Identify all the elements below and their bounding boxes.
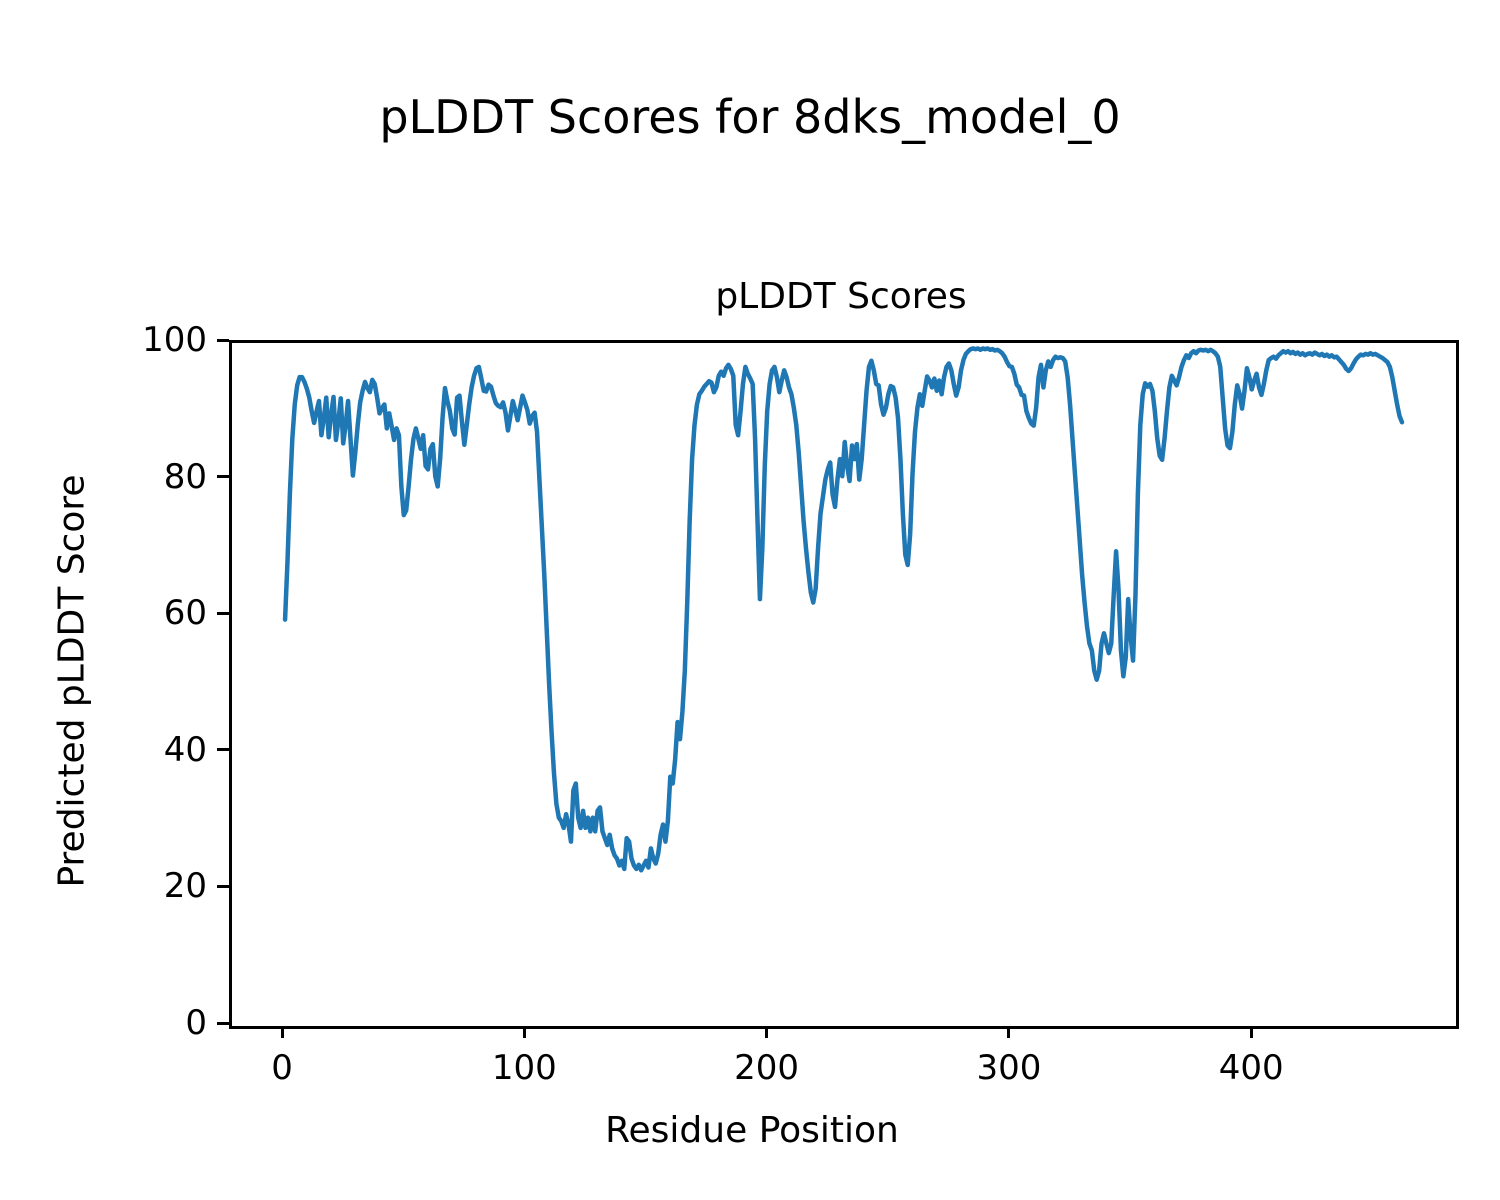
x-tick-mark <box>1007 1026 1011 1038</box>
x-tick-label: 0 <box>271 1048 293 1088</box>
y-tick-mark <box>217 475 229 479</box>
plddt-line-chart <box>282 346 1405 873</box>
figure-title: pLDDT Scores for 8dks_model_0 <box>379 90 1121 144</box>
x-tick-label: 100 <box>491 1048 557 1088</box>
x-tick-label: 200 <box>734 1048 800 1088</box>
x-tick-mark <box>280 1026 284 1038</box>
x-tick-mark <box>765 1026 769 1038</box>
y-tick-label: 60 <box>163 593 207 634</box>
y-tick-mark <box>217 611 229 615</box>
x-tick-mark <box>1249 1026 1253 1038</box>
plot-area <box>229 340 1459 1029</box>
y-tick-label: 20 <box>163 866 207 907</box>
plddt-line <box>282 346 1405 873</box>
y-tick-label: 80 <box>163 456 207 497</box>
y-tick-mark <box>217 1021 229 1025</box>
y-tick-mark <box>217 338 229 342</box>
x-tick-mark <box>522 1026 526 1038</box>
y-tick-mark <box>217 748 229 752</box>
x-axis-label: Residue Position <box>605 1110 899 1151</box>
axes-title: pLDDT Scores <box>715 276 967 317</box>
y-tick-label: 40 <box>163 729 207 770</box>
y-tick-label: 100 <box>142 320 207 360</box>
y-tick-mark <box>217 884 229 888</box>
x-tick-label: 400 <box>1218 1048 1284 1088</box>
y-tick-label: 0 <box>185 1003 207 1043</box>
y-axis-label: Predicted pLDDT Score <box>51 474 93 888</box>
x-tick-label: 300 <box>976 1048 1042 1088</box>
